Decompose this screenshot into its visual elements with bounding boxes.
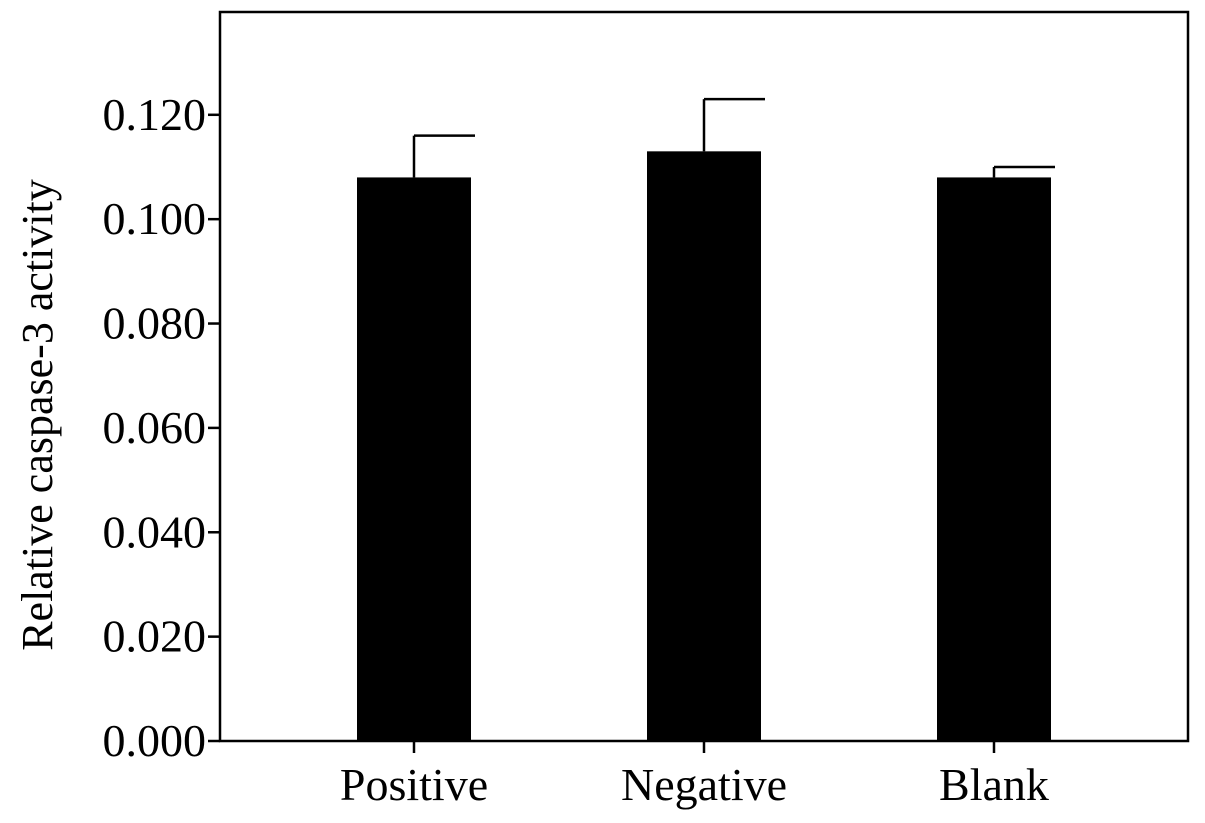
y-tick-label: 0.020 — [103, 611, 207, 662]
y-tick-label: 0.000 — [103, 715, 207, 766]
y-axis: 0.000 0.020 0.040 0.060 0.080 0.100 0.120 — [103, 89, 220, 766]
x-axis: Positive Negative Blank — [340, 741, 1049, 810]
y-tick-label: 0.120 — [103, 89, 207, 140]
bar-negative — [647, 151, 761, 741]
bar-positive — [357, 177, 471, 741]
x-tick-label: Negative — [621, 759, 787, 810]
y-tick-label: 0.080 — [103, 298, 207, 349]
x-tick-label: Blank — [939, 759, 1049, 810]
x-tick-label: Positive — [340, 759, 488, 810]
bar-blank — [937, 177, 1051, 741]
y-axis-title: Relative caspase-3 activity — [13, 179, 62, 651]
y-tick-label: 0.060 — [103, 402, 207, 453]
y-tick-label: 0.040 — [103, 506, 207, 557]
bars-group — [357, 97, 1055, 741]
y-tick-label: 0.100 — [103, 193, 207, 244]
